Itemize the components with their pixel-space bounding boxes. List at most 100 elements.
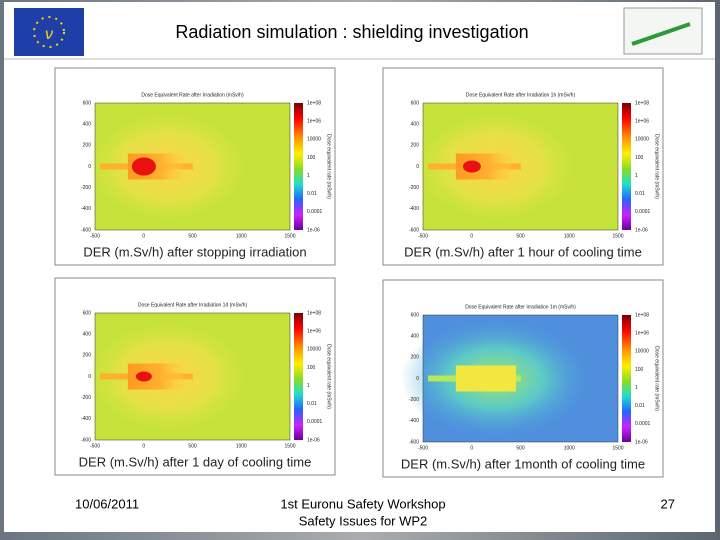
colorbar-tick-label: 1e+08 — [635, 100, 649, 106]
colorbar-tick-label: 1e-06 — [307, 227, 320, 233]
y-tick-label: 400 — [83, 331, 92, 337]
y-tick-label: -400 — [81, 416, 91, 422]
heatmap-hotspot — [131, 157, 156, 176]
colorbar-tick-label: 100 — [307, 365, 316, 371]
x-tick-label: 1500 — [612, 445, 623, 451]
colorbar-tick-label: 1e+06 — [307, 118, 321, 124]
colorbar — [294, 313, 303, 440]
panel-caption: DER (m.Sv/h) after 1 day of cooling time — [79, 454, 312, 469]
y-tick-label: -400 — [409, 206, 419, 212]
plot-title: Dose Equivalent Rate after Irradiation 1… — [465, 304, 576, 310]
colorbar-tick-label: 100 — [635, 155, 644, 161]
colorbar-tick-label: 10000 — [307, 347, 321, 353]
panel-caption: DER (m.Sv/h) after 1 hour of cooling tim… — [404, 244, 642, 259]
y-tick-label: 400 — [411, 121, 420, 127]
y-tick-label: 600 — [83, 310, 92, 316]
figure-panel: Dose Equivalent Rate after Irradiation 1… — [382, 279, 664, 478]
footer-event: 1st Euronu Safety Workshop — [280, 496, 445, 511]
plot-title: Dose Equivalent Rate after Irradiation (… — [141, 92, 244, 98]
footer-date: 10/06/2011 — [75, 496, 139, 511]
colorbar-tick-label: 1 — [307, 173, 310, 179]
colorbar-tick-label: 1e+06 — [635, 330, 649, 336]
page-number: 27 — [661, 496, 675, 511]
x-tick-label: -500 — [418, 445, 428, 451]
x-tick-label: -500 — [90, 443, 100, 449]
colorbar-tick-label: 10000 — [635, 137, 649, 143]
colorbar-tick-label: 0.0001 — [307, 419, 323, 425]
colorbar-tick-label: 1e+06 — [635, 118, 649, 124]
y-tick-label: 600 — [83, 100, 92, 106]
colorbar-tick-label: 0.0001 — [307, 209, 323, 215]
y-tick-label: 200 — [83, 143, 92, 149]
y-tick-label: 600 — [411, 312, 420, 318]
plot-title: Dose Equivalent Rate after Irradiation 1… — [466, 92, 576, 98]
y-tick-label: 200 — [83, 353, 92, 359]
colorbar — [294, 103, 303, 230]
y-tick-label: -600 — [81, 437, 91, 443]
plot-frame — [422, 102, 619, 231]
y-tick-label: 0 — [416, 376, 419, 382]
y-tick-label: 400 — [411, 333, 420, 339]
x-tick-label: 0 — [142, 233, 145, 239]
colorbar-tick-label: 0.01 — [635, 403, 645, 409]
x-tick-label: -500 — [90, 233, 100, 239]
x-tick-label: 0 — [142, 443, 145, 449]
y-tick-label: 0 — [416, 164, 419, 170]
colorbar-tick-label: 100 — [635, 367, 644, 373]
panel-caption: DER (m.Sv/h) after 1month of cooling tim… — [401, 456, 645, 471]
colorbar-tick-label: 1e+06 — [307, 328, 321, 334]
y-tick-label: -200 — [409, 397, 419, 403]
footer-subtitle: Safety Issues for WP2 — [299, 513, 428, 528]
colorbar-tick-label: 10000 — [307, 137, 321, 143]
x-tick-label: 1000 — [236, 443, 247, 449]
colorbar-tick-label: 1e-06 — [635, 439, 648, 445]
y-tick-label: -400 — [81, 206, 91, 212]
colorbar-tick-label: 100 — [307, 155, 316, 161]
colorbar-title: Dose equivalent rate (mSv/h) — [326, 134, 332, 199]
right-logo-graphic — [631, 22, 691, 46]
y-tick-label: -600 — [409, 227, 419, 233]
plot-frame — [94, 102, 291, 231]
x-tick-label: 500 — [188, 233, 197, 239]
y-tick-label: -200 — [81, 395, 91, 401]
colorbar-tick-label: 1e-06 — [635, 227, 648, 233]
plot-frame — [94, 312, 291, 441]
x-tick-label: 500 — [516, 445, 525, 451]
y-tick-label: 0 — [88, 374, 91, 380]
plot-title: Dose Equivalent Rate after Irradiation 1… — [138, 302, 248, 308]
colorbar-tick-label: 1e+08 — [307, 310, 321, 316]
colorbar — [622, 103, 631, 230]
colorbar-tick-label: 1e-06 — [307, 437, 320, 443]
x-tick-label: 1000 — [564, 233, 575, 239]
y-tick-label: 400 — [83, 121, 92, 127]
colorbar-title: Dose equivalent rate (mSv/h) — [654, 346, 660, 411]
colorbar-tick-label: 0.0001 — [635, 209, 651, 215]
logo-mark: ν — [45, 26, 53, 43]
y-tick-label: 0 — [88, 164, 91, 170]
y-tick-label: -400 — [409, 418, 419, 424]
eu-stars — [33, 16, 65, 48]
heatmap-shield — [455, 365, 516, 392]
y-tick-label: 200 — [411, 143, 420, 149]
heatmap-hotspot — [135, 371, 152, 382]
plot-frame — [422, 314, 619, 443]
colorbar — [622, 315, 631, 442]
colorbar-tick-label: 1 — [635, 173, 638, 179]
panel-caption: DER (m.Sv/h) after stopping irradiation — [83, 244, 306, 259]
colorbar-tick-label: 10000 — [635, 349, 649, 355]
x-tick-label: 1500 — [284, 443, 295, 449]
colorbar-title: Dose equivalent rate (mSv/h) — [654, 134, 660, 199]
right-logo — [623, 7, 703, 55]
heatmap-hotspot — [462, 160, 481, 173]
x-tick-label: 1000 — [236, 233, 247, 239]
y-tick-label: -600 — [409, 439, 419, 445]
colorbar-title: Dose equivalent rate (mSv/h) — [326, 344, 332, 409]
colorbar-tick-label: 1 — [635, 385, 638, 391]
colorbar-tick-label: 1 — [307, 383, 310, 389]
figure-panel: Dose Equivalent Rate after Irradiation (… — [54, 67, 336, 266]
x-tick-label: -500 — [418, 233, 428, 239]
x-tick-label: 500 — [188, 443, 197, 449]
x-tick-label: 500 — [516, 233, 525, 239]
